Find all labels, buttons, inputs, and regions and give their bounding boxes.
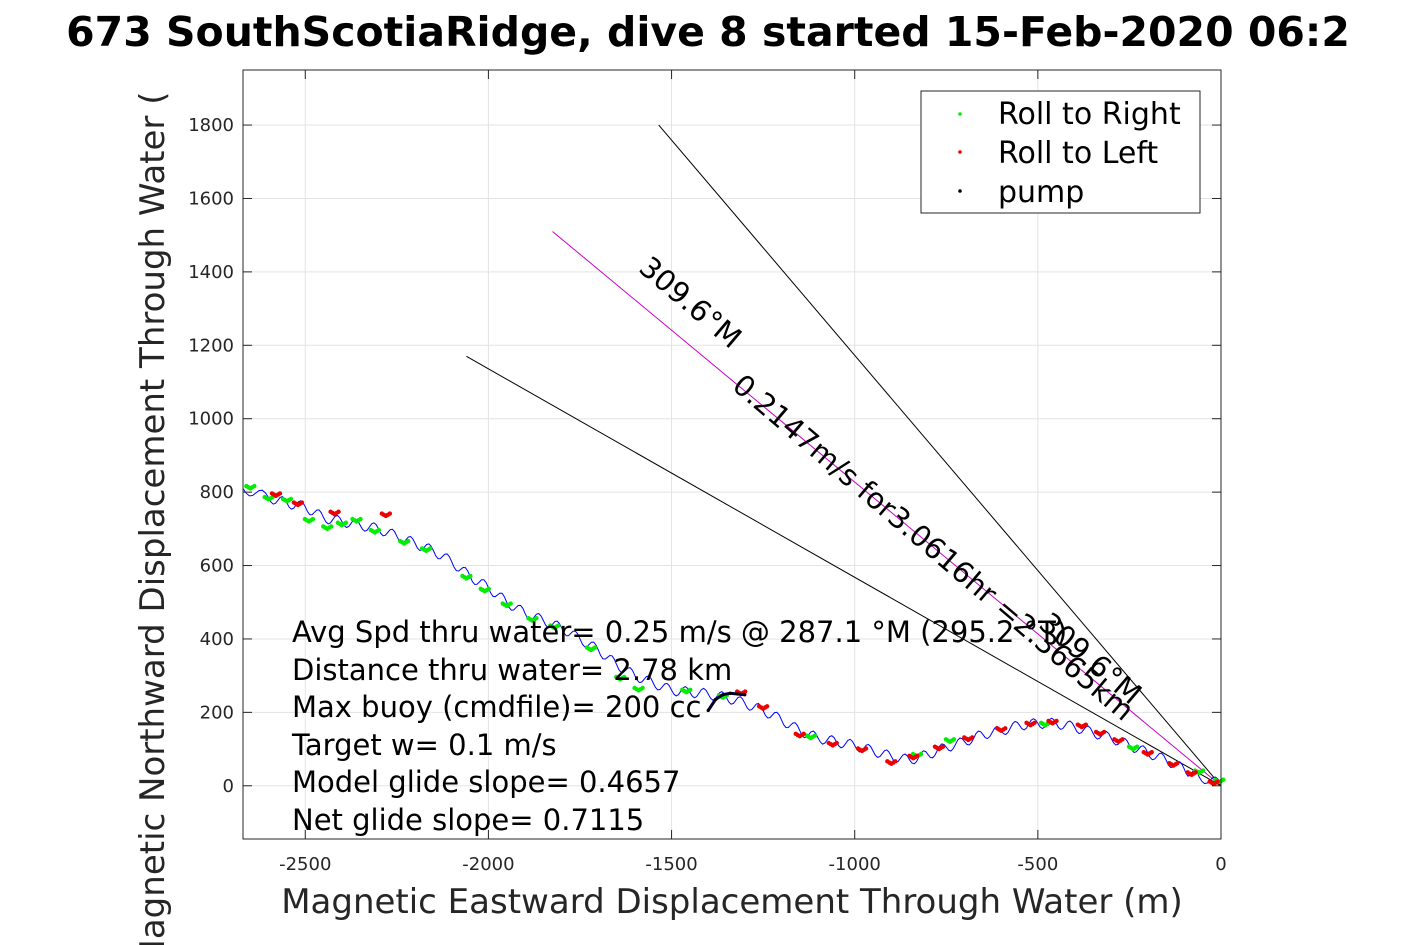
roll-right-point (252, 483, 257, 489)
pump-point (706, 708, 710, 713)
legend-label-roll-right: Roll to Right (998, 97, 1181, 132)
roll-right-point (310, 516, 316, 522)
roll-left-point (764, 704, 770, 709)
roll-right-point (508, 601, 513, 606)
track-line (242, 488, 1222, 785)
roll-left-point (1032, 720, 1037, 726)
y-tick-label: 400 (200, 629, 234, 650)
roll-left-point (834, 740, 839, 746)
roll-left-point (940, 744, 946, 749)
pump-point (743, 693, 747, 697)
legend-label-pump: pump (998, 175, 1084, 210)
x-axis-label: Magnetic Eastward Displacement Through W… (281, 882, 1183, 922)
axes-box (242, 69, 1222, 840)
markers (244, 483, 1226, 787)
speed-distance-label: 0.2147m/s for3.0616hr =2.3665km (726, 367, 1141, 727)
roll-left-point (1101, 729, 1107, 735)
roll-right-point (640, 685, 645, 691)
ticks: -2500 -2000 -1500 -1000 -500 0 0 200 400 600 800 10… (188, 70, 1227, 875)
roll-left-point (1149, 749, 1154, 755)
x-tick-label: -1500 (645, 854, 697, 875)
y-tick-label: 600 (200, 556, 234, 577)
roll-left-point (801, 731, 806, 737)
y-tick-label: 1200 (188, 335, 234, 356)
y-tick-label: 1800 (188, 115, 234, 136)
roll-right-point (556, 623, 561, 628)
roll-left-point (1054, 718, 1059, 724)
annotation-distance: Distance thru water= 2.78 km (292, 653, 732, 687)
chart-title: 673 SouthScotiaRidge, dive 8 started 15-… (66, 8, 1350, 56)
x-tick-label: -2500 (279, 854, 331, 875)
legend-marker-roll-left (958, 150, 962, 154)
legend: Roll to Right Roll to Left pump (920, 90, 1201, 214)
legend-marker-pump (958, 189, 962, 193)
roll-left-point (336, 509, 341, 514)
x-tick-label: 0 (1215, 854, 1226, 875)
roll-left-point (863, 746, 869, 751)
heading-label-upper: 309.6°M (633, 250, 748, 355)
roll-left-point (1120, 737, 1125, 742)
roll-right-point (918, 751, 924, 757)
roll-right-point (592, 645, 598, 650)
roll-right-point (376, 527, 382, 533)
legend-marker-roll-right (958, 112, 962, 116)
roll-right-point (534, 615, 539, 621)
roll-right-point (486, 586, 491, 592)
roll-left-point (1193, 770, 1198, 775)
pump-point (735, 692, 740, 696)
roll-right-point (1134, 744, 1140, 749)
y-tick-label: 1600 (188, 188, 234, 209)
x-tick-label: -500 (1017, 854, 1058, 875)
y-tick-label: 1400 (188, 262, 234, 283)
roll-right-point (812, 733, 817, 738)
roll-left-point (277, 491, 283, 496)
legend-label-roll-left: Roll to Left (998, 136, 1158, 171)
pump-point (713, 697, 718, 702)
roll-right-point (1200, 768, 1206, 773)
roll-right-point (288, 496, 294, 502)
roll-right-point (329, 524, 334, 529)
heading-line-middle (552, 231, 1222, 787)
annotation-avg-speed: Avg Spd thru water= 0.25 m/s @ 287.1 °M … (292, 615, 1067, 649)
y-tick-label: 800 (200, 482, 234, 503)
heading-line-lower (466, 355, 1222, 787)
roll-right-point (358, 516, 363, 522)
roll-left-point (1215, 779, 1220, 784)
annotation-max-buoy: Max buoy (cmdfile)= 200 cc (292, 690, 701, 724)
roll-right-point (343, 520, 349, 525)
y-tick-label: 0 (223, 776, 234, 797)
roll-left-point (387, 511, 393, 516)
annotation-model-glide: Model glide slope= 0.4657 (292, 765, 680, 799)
roll-right-point (1220, 777, 1226, 782)
y-tick-label: 200 (200, 702, 234, 723)
pump-point (728, 691, 732, 695)
x-tick-label: -2000 (462, 854, 514, 875)
x-tick-label: -1000 (829, 854, 881, 875)
roll-left-point (299, 500, 305, 505)
roll-right-point (951, 737, 957, 742)
roll-left-point (1083, 722, 1089, 727)
pump-point (721, 693, 725, 697)
roll-left-point (970, 735, 975, 740)
y-tick-label: 1000 (188, 409, 234, 430)
annotation-block: Avg Spd thru water= 0.25 m/s @ 287.1 °M … (291, 615, 1067, 837)
annotation-net-glide: Net glide slope= 0.7115 (292, 803, 644, 837)
roll-left-point (915, 753, 920, 759)
roll-left-point (1175, 760, 1180, 766)
roll-right-point (468, 573, 473, 579)
roll-right-point (688, 687, 693, 692)
roll-left-point (742, 689, 748, 694)
roll-left-point (1003, 726, 1008, 731)
roll-right-point (622, 674, 627, 680)
heading-lines (466, 124, 1222, 787)
roll-right-point (427, 546, 433, 551)
heading-line-upper (658, 124, 1222, 787)
y-axis-label: Magnetic Northward Displacement Through … (133, 92, 173, 945)
roll-right-point (405, 538, 411, 544)
track (242, 488, 1222, 785)
annotation-target-w: Target w= 0.1 m/s (291, 728, 557, 762)
roll-left-point (893, 759, 898, 764)
legend-box (920, 90, 1201, 214)
